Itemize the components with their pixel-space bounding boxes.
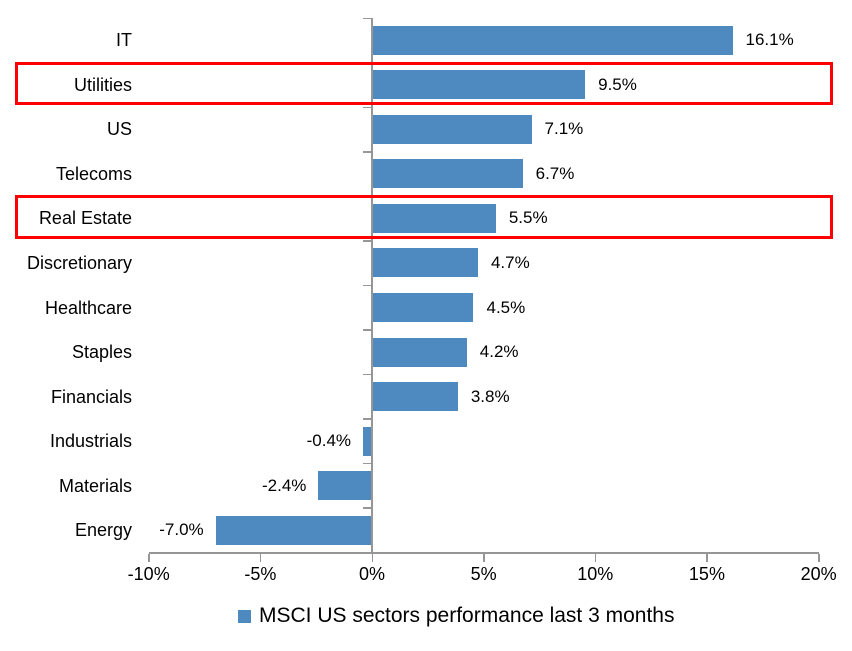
x-axis-tick bbox=[594, 553, 597, 562]
highlight-box-utilities bbox=[15, 61, 833, 106]
y-axis-tick bbox=[363, 507, 371, 509]
bar-telecoms bbox=[373, 159, 523, 189]
bar-industrials bbox=[363, 426, 372, 456]
value-label-healthcare: 4.5% bbox=[486, 297, 526, 317]
x-axis-tick bbox=[371, 553, 373, 562]
legend-swatch-icon bbox=[238, 609, 251, 623]
y-axis-tick bbox=[363, 284, 371, 287]
bar-materials bbox=[318, 471, 372, 501]
value-label-discretionary: 4.7% bbox=[490, 252, 530, 272]
x-axis-tick bbox=[706, 553, 708, 562]
value-label-energy: -7.0% bbox=[159, 520, 204, 540]
bar-healthcare bbox=[373, 293, 474, 323]
x-axis-line bbox=[148, 551, 819, 554]
value-label-telecoms: 6.7% bbox=[535, 163, 575, 183]
y-axis-tick bbox=[363, 418, 371, 420]
y-axis-tick bbox=[363, 106, 371, 109]
bar-staples bbox=[373, 337, 467, 367]
category-label-staples: Staples bbox=[71, 342, 132, 363]
value-label-real-estate: 5.5% bbox=[508, 208, 548, 228]
value-label-materials: -2.4% bbox=[261, 475, 307, 495]
bar-energy bbox=[215, 515, 372, 545]
category-label-us: US bbox=[106, 119, 132, 140]
y-axis-line bbox=[371, 18, 373, 553]
category-label-discretionary: Discretionary bbox=[26, 252, 132, 273]
y-axis-tick bbox=[363, 329, 371, 331]
bar-utilities bbox=[373, 70, 586, 100]
value-label-financials: 3.8% bbox=[470, 386, 510, 406]
y-axis-tick bbox=[363, 17, 371, 19]
x-tick-label: 0% bbox=[358, 564, 385, 584]
x-axis-tick bbox=[148, 553, 150, 562]
x-axis-tick bbox=[483, 553, 485, 562]
y-axis-tick bbox=[363, 462, 371, 465]
category-label-real-estate: Real Estate bbox=[38, 208, 132, 229]
y-axis-tick bbox=[363, 151, 371, 153]
category-label-financials: Financials bbox=[50, 386, 132, 407]
x-tick-label: -5% bbox=[244, 564, 277, 584]
x-axis-tick bbox=[259, 553, 262, 562]
legend-label: MSCI US sectors performance last 3 month… bbox=[259, 604, 675, 627]
category-label-utilities: Utilities bbox=[73, 74, 132, 95]
x-tick-label: 20% bbox=[800, 564, 837, 584]
category-label-healthcare: Healthcare bbox=[44, 297, 132, 318]
category-label-materials: Materials bbox=[58, 475, 132, 496]
highlight-box-real-estate bbox=[15, 195, 833, 239]
bar-us bbox=[373, 114, 532, 144]
category-label-industrials: Industrials bbox=[49, 431, 132, 452]
category-label-energy: Energy bbox=[74, 520, 132, 541]
bar-real-estate bbox=[373, 203, 496, 233]
value-label-staples: 4.2% bbox=[479, 342, 519, 362]
bar-financials bbox=[373, 382, 458, 412]
x-tick-label: 15% bbox=[688, 564, 725, 584]
x-axis-tick bbox=[818, 553, 820, 562]
bar-it bbox=[373, 25, 733, 55]
y-axis-tick bbox=[363, 373, 371, 376]
value-label-utilities: 9.5% bbox=[598, 74, 637, 94]
value-label-industrials: -0.4% bbox=[306, 431, 352, 451]
y-axis-tick bbox=[363, 240, 371, 242]
bar-discretionary bbox=[373, 248, 478, 278]
x-tick-label: -10% bbox=[127, 564, 170, 584]
x-tick-label: 5% bbox=[470, 564, 497, 584]
x-tick-label: 10% bbox=[577, 564, 614, 584]
category-label-it: IT bbox=[116, 30, 132, 51]
category-label-telecoms: Telecoms bbox=[55, 163, 132, 184]
value-label-it: 16.1% bbox=[745, 30, 794, 50]
value-label-us: 7.1% bbox=[544, 119, 584, 139]
legend: MSCI US sectors performance last 3 month… bbox=[238, 604, 674, 628]
